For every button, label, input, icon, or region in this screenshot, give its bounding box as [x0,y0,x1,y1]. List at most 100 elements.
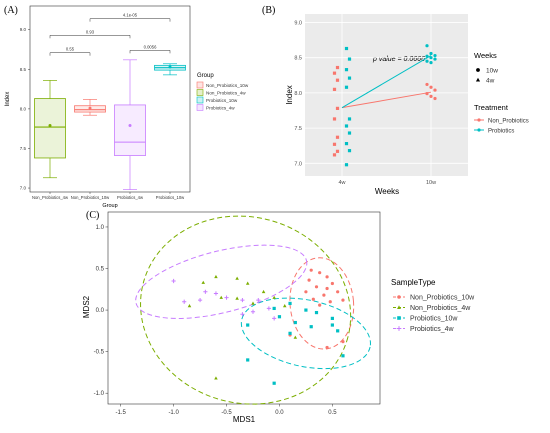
panel-a-ytick-label: 9.0 [20,27,27,32]
panel-a-legend-label: Non_Probiotics_10w [206,83,249,88]
panel-b-legend-dot-key [477,118,481,122]
panel-b-ytick-label: 7.0 [294,161,302,167]
panel-a-box-mean [168,65,172,69]
panel-c-point [314,310,319,315]
panel-c-point [171,278,176,284]
panel-c-point [288,331,292,335]
panel-b-point [347,149,352,153]
panel-a-legend-title: Group [197,73,214,79]
panel-b-background [305,14,468,176]
panel-a-legend-key [196,81,204,89]
panel-b-point [344,163,349,167]
panel-b-point [347,117,352,121]
panel-b-point [335,78,340,82]
panel-c-legend-label: Probiotics_4w [410,326,455,333]
panel-b-point [344,85,349,89]
panel-c-point [318,271,322,275]
panel-b-point [344,68,349,72]
panel-a-ylabel: Index [5,92,11,107]
panel-c-point [214,376,218,380]
panel-c-point [272,381,276,385]
panel-c-point [197,298,203,303]
panel-c-point [341,340,345,344]
panel-c-legend-title: SampleType [391,278,436,287]
panel-c-point [256,298,261,303]
panel-c-ytick-label: -1.0 [94,391,105,397]
panel-c-point [240,312,245,317]
panel-c-point [288,301,292,306]
panel-c-point [272,295,276,299]
panel-c-point [251,301,255,305]
panel-c-point [328,300,332,304]
panel-c-legend-marker-key [397,316,401,320]
panel-b-point [429,51,433,56]
panel-a-comparison-pvalue: 4.1e-05 [123,13,138,18]
panel-b-tag: (B) [262,5,275,16]
panel-a-box [34,98,66,159]
panel-c-legend-marker-key [397,305,401,309]
panel-b-point [332,87,337,91]
panel-c-point [282,304,287,308]
panel-c-ellipse [140,215,352,405]
panel-c-point [203,289,208,294]
panel-c-ytick-label: 0.0 [96,308,105,314]
panel-b-point [347,131,352,135]
panel-b-ylabel: Index [285,85,294,105]
panel-a-comparison-bracket [49,35,131,39]
panel-c-point [322,293,326,297]
panel-b-point [425,91,429,96]
panel-c-legend-label: Non_Probiotics_10w [410,295,475,302]
panel-c-point [325,345,329,350]
panel-c-point [325,275,329,279]
panel-a-comparison-pvalue: 0.93 [86,29,95,34]
panel-c-point [325,286,329,291]
panel-a-box-mean [128,124,132,128]
panel-b-point [425,59,429,63]
panel-b-point [344,142,349,146]
panel-b-point [433,57,437,61]
panel-a-comparison-pvalue: 0.0056 [144,44,157,49]
panel-a-legend-key [196,96,204,104]
panel-c-point [330,281,334,286]
panel-c-point [311,297,315,301]
panel-b-point [347,76,352,80]
panel-c-xtick-label: -1.5 [116,410,127,416]
panel-a-comparison-pvalue: 0.55 [66,47,75,52]
panel-c-point [201,280,206,284]
panel-b-trend-line [341,55,432,109]
panel-c-point [246,358,250,362]
panel-c-xtick-label: -0.5 [221,410,232,416]
panel-b-point [429,61,433,65]
panel-b-point [433,88,437,92]
panel-b-ytick-label: 8.0 [294,91,302,97]
panel-c-point [224,295,229,300]
panel-c-point [261,289,266,294]
panel-b-xtick-label: 4w [338,180,345,186]
panel-c-point [304,308,308,312]
panel-a-legend-key [196,89,204,96]
panel-b-point [332,71,337,75]
panel-b-legend-treatment-label: Non_Probiotics [488,119,529,125]
panel-c-point [304,290,308,294]
panel-c-plot: -1.5 -1.0 -0.5 0.0 0.5 -1.0 -0.5 0.0 0.5 1.0 Non_P… [94,215,475,416]
panel-b-legend-weeks-label: 10w [486,68,498,75]
panel-c-point [245,281,250,285]
panel-c-point [336,290,340,294]
panel-b-point [344,124,349,128]
panel-c-xtick-label: 0.5 [328,410,337,416]
panel-c-point [250,309,256,314]
panel-c-ylabel: MDS2 [82,295,91,318]
panel-c-point [341,298,345,302]
panel-a-ytick-label: 8.0 [20,106,27,111]
panel-c-ellipse [240,297,371,370]
panel-c-xlabel: MDS1 [233,415,256,424]
panel-c-point [293,335,298,339]
panel-c-point [213,291,219,296]
panel-a-xtick-label: Non_Probiotics_10w [71,195,110,200]
panel-b-point [429,85,433,89]
panel-c-legend-marker-key [397,295,401,299]
panel-c-point [336,329,340,333]
panel-c-point [318,303,322,307]
